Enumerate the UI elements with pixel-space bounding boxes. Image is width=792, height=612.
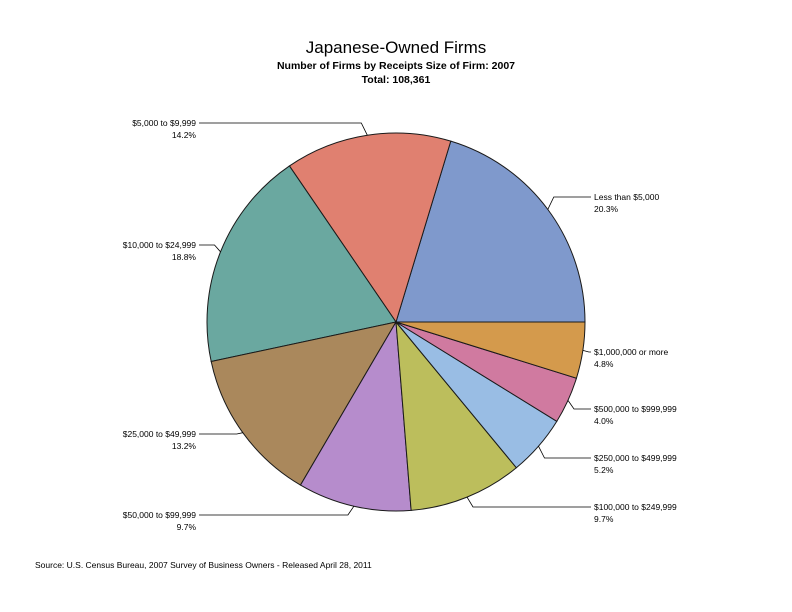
pie-slice <box>210 321 398 486</box>
chart-subtitle: Number of Firms by Receipts Size of Firm… <box>277 60 515 72</box>
leader-line <box>199 505 355 516</box>
slice-percent-label: 5.2% <box>594 465 614 475</box>
slice-category-label: Less than $5,000 <box>594 192 659 202</box>
pie-slices <box>206 132 586 512</box>
leader-line <box>538 446 591 459</box>
slice-percent-label: 14.2% <box>172 130 197 140</box>
pie-slice <box>395 320 518 511</box>
slice-percent-label: 9.7% <box>177 522 197 532</box>
chart-title: Japanese-Owned Firms <box>306 38 486 57</box>
slice-category-label: $50,000 to $99,999 <box>123 510 197 520</box>
slice-category-label: $250,000 to $499,999 <box>594 453 677 463</box>
leader-line <box>547 196 591 210</box>
slice-percent-label: 13.2% <box>172 441 197 451</box>
pie-slice <box>299 320 412 512</box>
leader-line <box>466 496 591 508</box>
slice-category-label: $25,000 to $49,999 <box>123 429 197 439</box>
slice-category-label: $1,000,000 or more <box>594 347 668 357</box>
leader-line <box>199 244 221 253</box>
slice-percent-label: 20.3% <box>594 204 619 214</box>
slice-category-label: $500,000 to $999,999 <box>594 404 677 414</box>
slice-percent-label: 18.8% <box>172 252 197 262</box>
slice-category-label: $10,000 to $24,999 <box>123 240 197 250</box>
pie-slice <box>395 321 586 379</box>
pie-slice <box>206 165 397 363</box>
slice-percent-label: 9.7% <box>594 514 614 524</box>
leader-line <box>199 122 368 136</box>
leader-line <box>582 350 591 353</box>
slice-percent-label: 4.8% <box>594 359 614 369</box>
slice-percent-label: 4.0% <box>594 416 614 426</box>
slice-labels: Less than $5,000 20.3% $5,000 to $9,999 14.… <box>123 118 677 532</box>
leader-line <box>567 400 591 410</box>
leader-line <box>199 432 243 435</box>
pie-slice <box>288 132 452 324</box>
slice-category-label: $5,000 to $9,999 <box>132 118 196 128</box>
source-note: Source: U.S. Census Bureau, 2007 Survey … <box>35 560 372 570</box>
chart-total: Total: 108,361 <box>362 74 431 86</box>
slice-category-label: $100,000 to $249,999 <box>594 502 677 512</box>
